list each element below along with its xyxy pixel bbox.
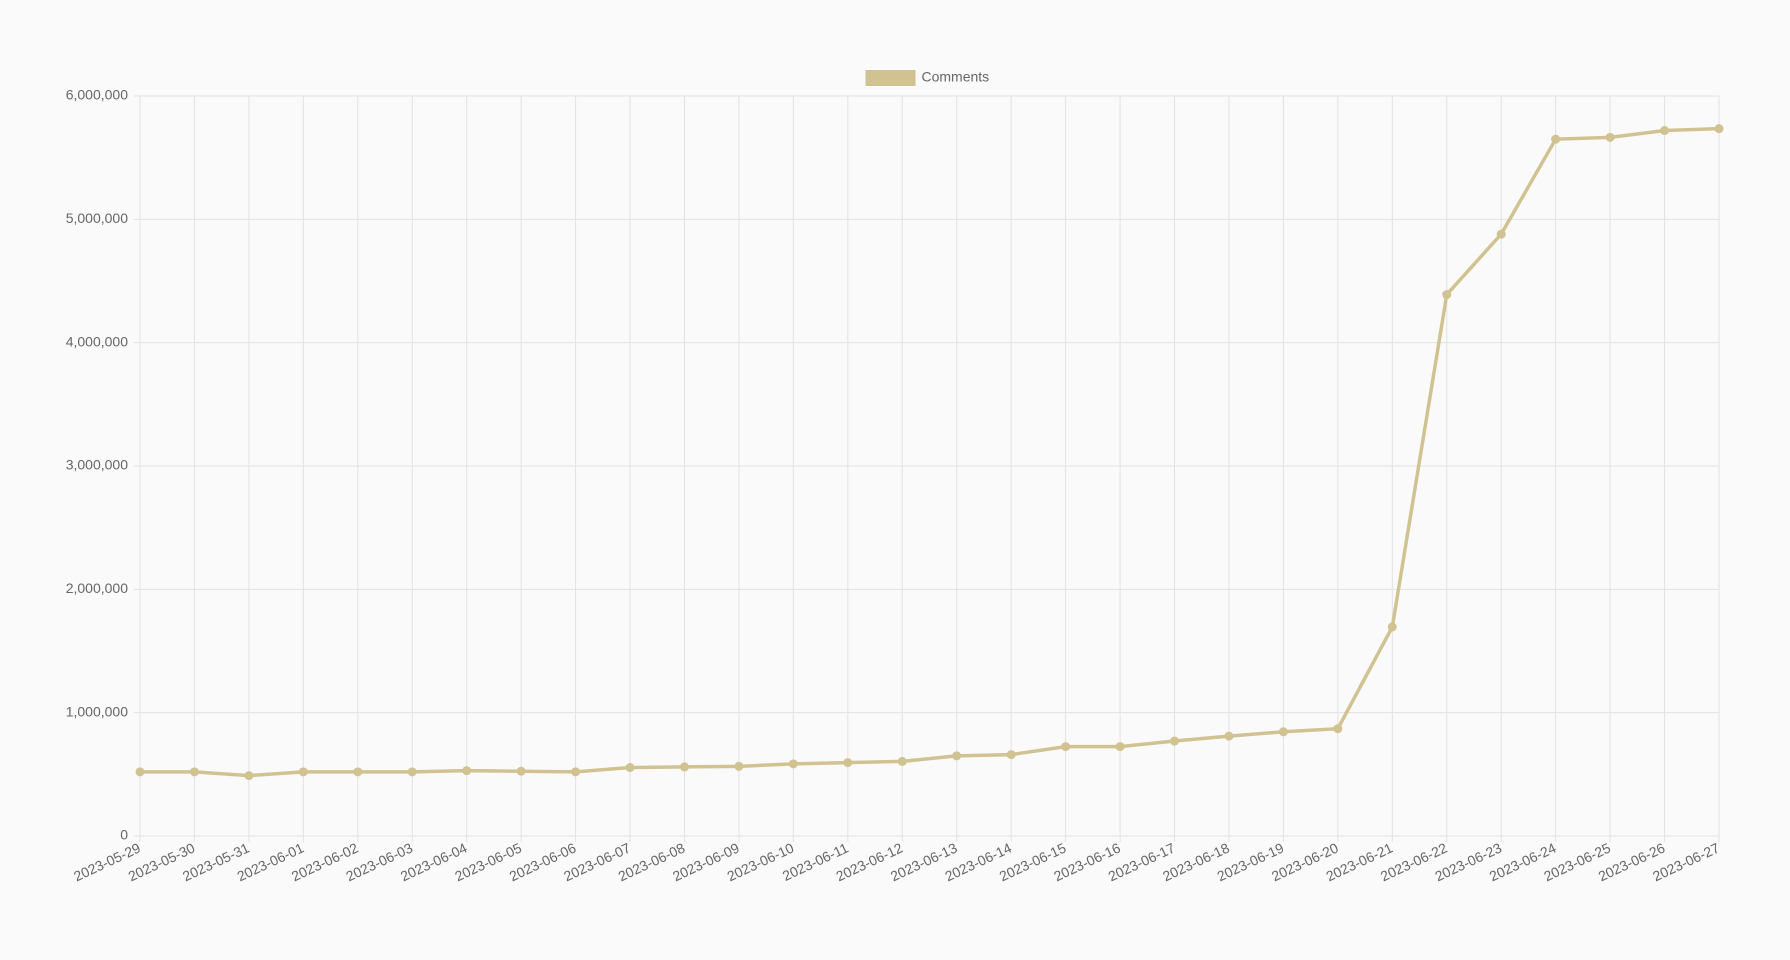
point (135, 767, 145, 777)
point (1061, 742, 1071, 752)
point (1006, 750, 1016, 760)
point (1387, 622, 1397, 632)
point (625, 763, 635, 773)
y-tick-label: 1,000,000 (66, 703, 128, 719)
point (1170, 736, 1180, 746)
y-tick-label: 6,000,000 (66, 87, 128, 103)
point (353, 767, 363, 777)
point (897, 756, 907, 766)
point (843, 758, 853, 768)
point (1278, 727, 1288, 737)
point (679, 762, 689, 772)
point (571, 767, 581, 777)
point (1442, 290, 1452, 300)
y-tick-label: 2,000,000 (66, 580, 128, 596)
point (298, 767, 308, 777)
point (407, 767, 417, 777)
point (244, 771, 254, 781)
point (1714, 124, 1724, 134)
point (462, 766, 472, 776)
legend-swatch (865, 70, 916, 86)
y-tick-label: 3,000,000 (66, 457, 128, 473)
point (1224, 731, 1234, 741)
point (788, 759, 798, 769)
point (1115, 742, 1125, 752)
point (1660, 126, 1670, 136)
point (1496, 229, 1506, 239)
legend-label: Comments (922, 69, 990, 85)
point (952, 751, 962, 761)
y-tick-label: 5,000,000 (66, 210, 128, 226)
line (140, 126, 1720, 778)
y-tick-label: 0 (120, 827, 128, 843)
point (189, 767, 199, 777)
point (516, 766, 526, 776)
point (734, 761, 744, 771)
point (1551, 134, 1561, 144)
point (1333, 724, 1343, 734)
y-tick-label: 4,000,000 (66, 333, 128, 349)
point (1605, 132, 1615, 142)
